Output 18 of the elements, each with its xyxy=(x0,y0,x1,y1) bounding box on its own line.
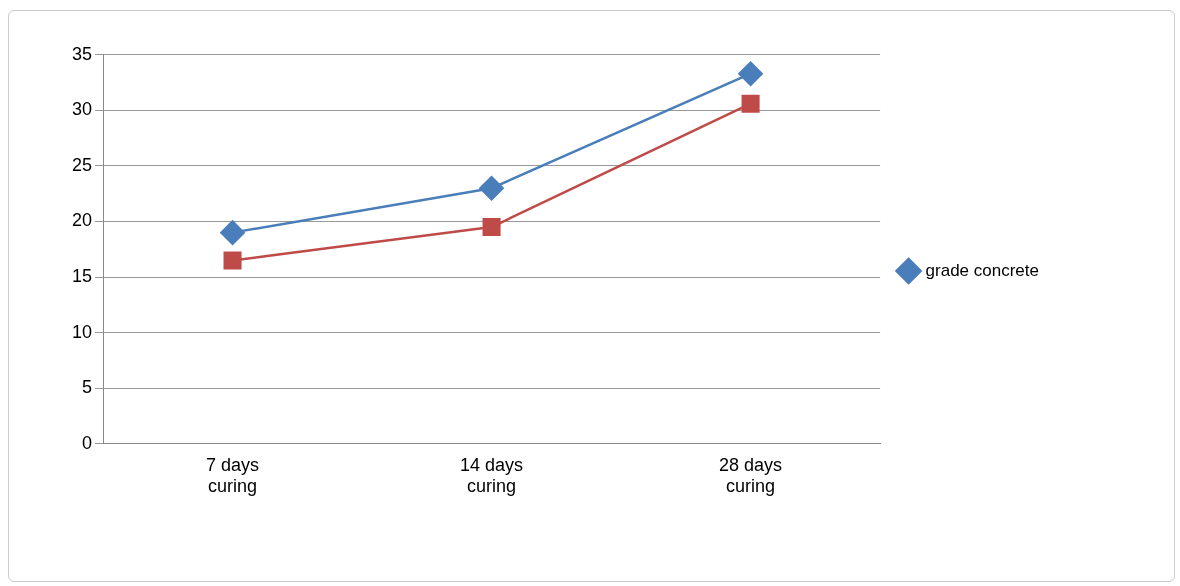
y-tick-label: 10 xyxy=(71,321,93,342)
y-tick-label: 15 xyxy=(71,266,93,287)
y-tick-label: 35 xyxy=(71,43,93,64)
y-tick-label: 0 xyxy=(82,432,93,453)
y-tick-label: 5 xyxy=(82,377,93,398)
legend-label: grade concrete xyxy=(925,260,1039,280)
x-tick-label: 14 days curing xyxy=(460,454,524,497)
point xyxy=(738,61,763,86)
x-tick-label: 28 days curing xyxy=(719,454,783,497)
point xyxy=(220,220,245,245)
y-tick-label: 30 xyxy=(71,99,93,120)
y-tick-label: 20 xyxy=(71,210,93,231)
y-tick-label: 25 xyxy=(71,154,93,175)
x-tick-label: 7 days curing xyxy=(206,454,260,497)
point xyxy=(741,94,760,113)
point xyxy=(479,175,504,201)
point xyxy=(223,251,242,270)
point xyxy=(482,218,501,237)
